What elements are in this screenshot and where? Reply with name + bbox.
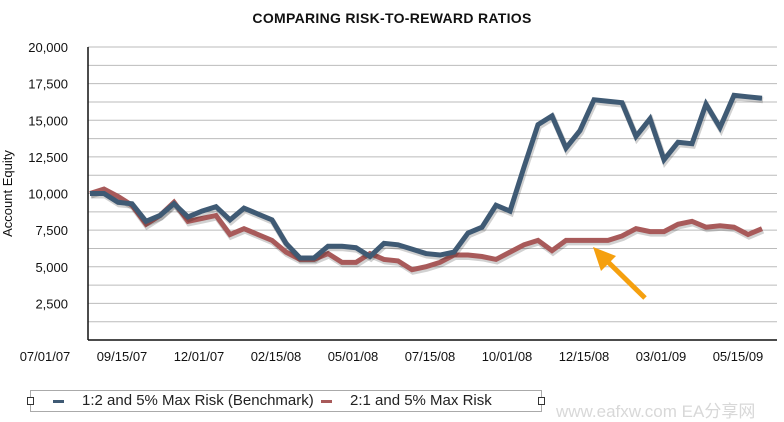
y-tick-label: 10,000 <box>28 187 68 202</box>
x-tick-label: 12/15/08 <box>559 349 610 364</box>
x-tick-label: 07/01/07 <box>20 349 71 364</box>
y-axis-label: Account Equity <box>0 150 15 237</box>
legend-resize-handle-left[interactable] <box>27 397 34 405</box>
legend-item-benchmark: 1:2 and 5% Max Risk (Benchmark) <box>53 392 314 409</box>
x-tick-label: 09/15/07 <box>97 349 148 364</box>
series-line <box>90 92 763 261</box>
x-tick-label: 05/01/08 <box>328 349 379 364</box>
series-line <box>89 186 763 273</box>
legend-resize-handle-right[interactable] <box>538 397 545 405</box>
legend-label: 2:1 and 5% Max Risk <box>350 392 492 409</box>
legend-swatch <box>53 399 64 403</box>
y-tick-label: 5,000 <box>35 260 68 275</box>
y-tick-label: 12,500 <box>28 150 68 165</box>
annotation-arrow-head <box>593 247 616 271</box>
x-tick-label: 02/15/08 <box>251 349 302 364</box>
x-tick-label: 10/01/08 <box>482 349 533 364</box>
y-tick-label: 17,500 <box>28 77 68 92</box>
y-tick-label: 20,000 <box>28 40 68 55</box>
legend: 1:2 and 5% Max Risk (Benchmark) 2:1 and … <box>27 390 545 412</box>
legend-label: 1:2 and 5% Max Risk (Benchmark) <box>82 392 314 409</box>
x-tick-label: 05/15/09 <box>713 349 764 364</box>
x-tick-label: 12/01/07 <box>174 349 225 364</box>
watermark: www.eafxw.com EA分享网 <box>556 402 756 421</box>
legend-item-2-1: 2:1 and 5% Max Risk <box>321 392 492 409</box>
y-tick-label: 2,500 <box>35 296 68 311</box>
y-tick-label: 15,000 <box>28 113 68 128</box>
x-tick-label: 03/01/09 <box>636 349 687 364</box>
legend-swatch <box>321 399 332 403</box>
annotation-arrow-shaft <box>602 256 647 300</box>
x-tick-label: 07/15/08 <box>405 349 456 364</box>
chart-title: COMPARING RISK-TO-REWARD RATIOS <box>252 10 532 26</box>
y-tick-label: 7,500 <box>35 223 68 238</box>
